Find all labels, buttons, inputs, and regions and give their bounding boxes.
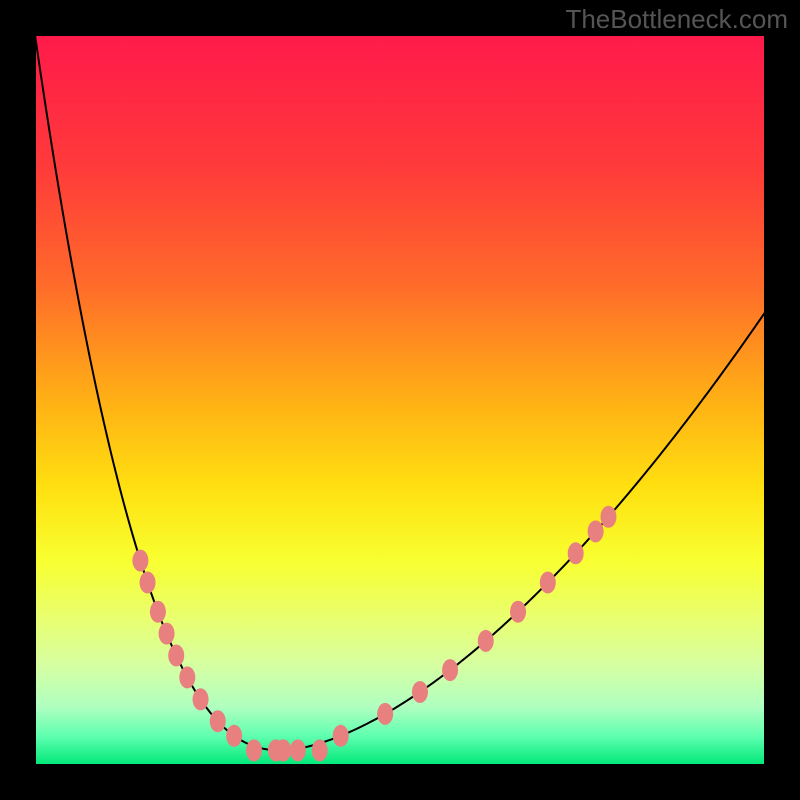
marker-dot — [412, 681, 428, 703]
bottleneck-chart — [0, 0, 800, 800]
marker-dot — [193, 688, 209, 710]
marker-dot — [210, 710, 226, 732]
marker-dot — [159, 623, 175, 645]
marker-dot — [132, 550, 148, 572]
marker-dot — [226, 725, 242, 747]
chart-gradient-bg — [35, 35, 765, 765]
marker-dot — [290, 739, 306, 761]
marker-dot — [600, 506, 616, 528]
marker-dot — [268, 739, 284, 761]
marker-dot — [179, 666, 195, 688]
marker-dot — [333, 725, 349, 747]
marker-dot — [377, 703, 393, 725]
marker-dot — [442, 659, 458, 681]
marker-dot — [478, 630, 494, 652]
marker-dot — [588, 520, 604, 542]
marker-dot — [540, 572, 556, 594]
marker-dot — [510, 601, 526, 623]
marker-dot — [150, 601, 166, 623]
marker-dot — [568, 542, 584, 564]
watermark-text: TheBottleneck.com — [565, 4, 788, 35]
marker-dot — [246, 739, 262, 761]
marker-dot — [140, 572, 156, 594]
marker-dot — [168, 645, 184, 667]
marker-dot — [312, 739, 328, 761]
